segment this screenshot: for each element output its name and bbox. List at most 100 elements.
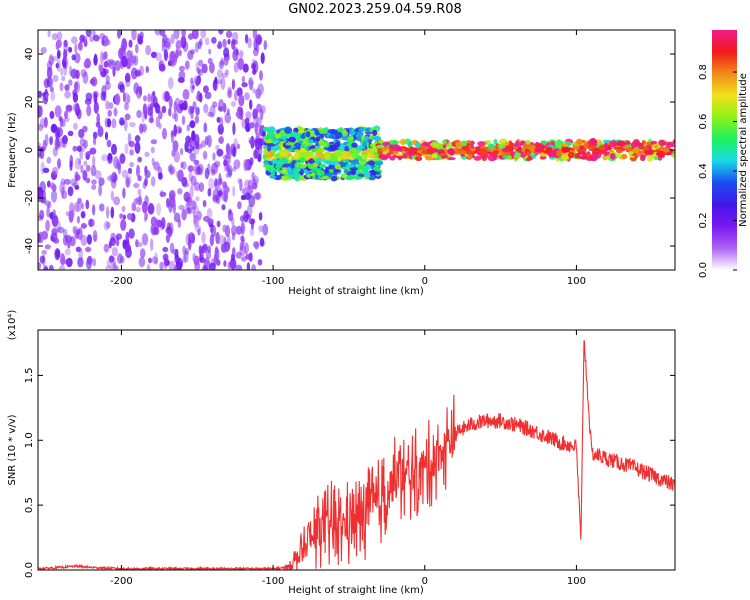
heatmap-cell [347, 136, 354, 141]
heatmap-cell [547, 150, 557, 157]
heatmap-cell [63, 39, 68, 48]
heatmap-cell [329, 155, 338, 162]
heatmap-cell [181, 115, 186, 126]
heatmap-cell [358, 128, 364, 132]
heatmap-cell [75, 228, 81, 235]
heatmap-cell [300, 134, 306, 140]
heatmap-cell [567, 151, 575, 159]
heatmap-cell [264, 139, 272, 144]
heatmap-cell [492, 150, 499, 155]
heatmap-cell [161, 44, 166, 52]
heatmap-cell [430, 142, 439, 148]
heatmap-cell [561, 143, 569, 147]
heatmap-cell [89, 147, 97, 155]
heatmap-cell [151, 256, 159, 264]
heatmap-cell [114, 93, 121, 106]
top-x-axis-label: Height of straight line (km) [288, 286, 424, 297]
heatmap-cell [219, 116, 224, 129]
heatmap-cell [315, 169, 325, 176]
heatmap-cell [49, 110, 55, 120]
heatmap-cell [252, 88, 256, 94]
heatmap-cell [259, 108, 264, 121]
heatmap-cell [539, 153, 548, 157]
heatmap-cell [199, 249, 204, 261]
heatmap-cell [184, 60, 190, 70]
heatmap-cell [578, 155, 586, 160]
heatmap-cell [159, 261, 164, 270]
heatmap-cell [218, 30, 224, 35]
heatmap-cell [176, 257, 183, 270]
heatmap-cell [178, 127, 182, 134]
heatmap-cell [168, 260, 176, 270]
heatmap-cell [333, 149, 343, 157]
heatmap-cell [224, 112, 231, 124]
heatmap-cell [237, 57, 244, 71]
heatmap-cell [189, 185, 194, 198]
heatmap-cell [324, 166, 331, 170]
heatmap-cell [72, 103, 80, 112]
heatmap-cell [658, 139, 666, 147]
heatmap-cell [305, 131, 311, 138]
heatmap-cell [143, 95, 147, 102]
heatmap-cell [158, 172, 163, 180]
heatmap-cell [121, 55, 128, 68]
heatmap-cell [253, 47, 259, 57]
heatmap-cell [80, 164, 84, 174]
heatmap-cell [226, 108, 230, 116]
heatmap-cell [170, 130, 175, 144]
heatmap-cell [178, 49, 182, 57]
heatmap-cell [173, 101, 177, 113]
heatmap-cell [51, 33, 59, 41]
heatmap-cell [254, 241, 260, 250]
heatmap-cell [197, 163, 204, 176]
heatmap-cell [38, 262, 42, 270]
heatmap-cell [148, 257, 152, 264]
heatmap-cell [576, 138, 583, 145]
heatmap-cell [50, 123, 58, 133]
heatmap-cell [650, 140, 657, 145]
heatmap-cell [194, 224, 202, 233]
heatmap-cell [315, 136, 320, 142]
heatmap-cell [144, 177, 148, 187]
heatmap-cell [54, 105, 62, 118]
heatmap-cell [120, 219, 127, 231]
heatmap-cell [492, 155, 497, 161]
heatmap-cell [372, 129, 378, 136]
snr-series-line [38, 340, 675, 570]
heatmap-cell [124, 92, 130, 105]
heatmap-cell [466, 150, 475, 156]
colorbar-tick-label: 0.2 [698, 213, 709, 229]
heatmap-cell [361, 149, 371, 154]
heatmap-cell [181, 208, 187, 221]
heatmap-cell [246, 262, 251, 270]
heatmap-cell [39, 255, 45, 264]
heatmap-cell [220, 243, 227, 253]
heatmap-cell [239, 241, 244, 251]
heatmap-cell [164, 91, 170, 102]
heatmap-cell [244, 33, 249, 44]
heatmap-cell [93, 92, 98, 105]
heatmap-cell [265, 157, 271, 161]
heatmap-cell [161, 217, 166, 230]
heatmap-cell [345, 163, 355, 168]
heatmap-cell [39, 181, 46, 194]
heatmap-cell [172, 248, 179, 256]
heatmap-cell [270, 139, 280, 143]
heatmap-cell [173, 150, 180, 163]
y-tick-label: 0.5 [24, 497, 35, 513]
heatmap-cell [67, 242, 71, 249]
heatmap-cell [119, 117, 125, 126]
heatmap-cell [70, 178, 77, 187]
heatmap-cell [169, 163, 174, 176]
heatmap-cell [68, 46, 73, 53]
heatmap-cell [55, 62, 59, 69]
heatmap-cell [139, 248, 146, 259]
heatmap-cell [573, 145, 580, 150]
heatmap-cell [448, 148, 455, 156]
heatmap-cell [117, 253, 123, 264]
heatmap-cell [294, 142, 302, 149]
heatmap-cell [68, 79, 73, 86]
heatmap-cell [124, 102, 129, 111]
heatmap-cell [167, 77, 174, 90]
heatmap-cell [191, 30, 199, 40]
